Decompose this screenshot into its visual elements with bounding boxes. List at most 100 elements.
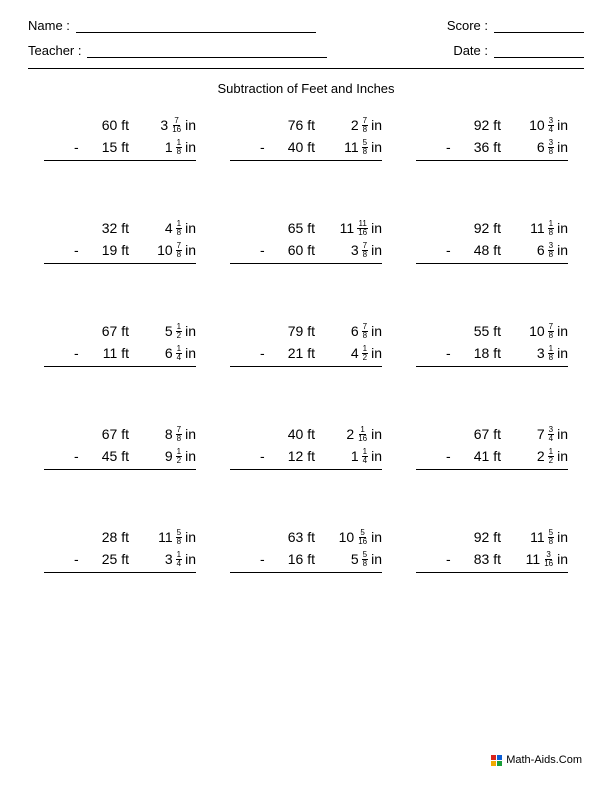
answer-line	[44, 366, 196, 367]
feet-value: 63 ft	[272, 529, 318, 545]
footer: Math-Aids.Com	[491, 754, 582, 766]
fraction: 18	[548, 220, 554, 237]
fraction: 78	[362, 117, 368, 134]
operator: -	[74, 551, 86, 567]
problem-row: -83 ft11316in	[416, 548, 568, 570]
score-label: Score :	[447, 18, 488, 33]
inches-value: 1118in	[504, 220, 568, 237]
inches-value: 1158in	[132, 529, 196, 546]
problem-row: 92 ft1118in	[416, 217, 568, 239]
inches-unit: in	[185, 529, 196, 545]
inches-unit: in	[557, 220, 568, 236]
fraction: 34	[548, 117, 554, 134]
feet-value: 19 ft	[86, 242, 132, 258]
problem-row: 40 ft2116in	[230, 423, 382, 445]
inches-whole: 7	[537, 426, 545, 442]
inches-unit: in	[557, 345, 568, 361]
fraction: 78	[362, 242, 368, 259]
feet-value: 28 ft	[86, 529, 132, 545]
inches-value: 278in	[318, 117, 382, 134]
denominator: 4	[176, 560, 182, 568]
inches-unit: in	[185, 242, 196, 258]
operator: -	[74, 139, 86, 155]
fraction: 12	[176, 448, 182, 465]
fraction: 78	[176, 242, 182, 259]
answer-line	[416, 366, 568, 367]
feet-value: 40 ft	[272, 426, 318, 442]
inches-unit: in	[185, 323, 196, 339]
feet-value: 48 ft	[458, 242, 504, 258]
inches-value: 10516in	[318, 529, 382, 546]
feet-value: 65 ft	[272, 220, 318, 236]
inches-whole: 3	[537, 345, 545, 361]
feet-value: 16 ft	[272, 551, 318, 567]
denominator: 4	[362, 457, 368, 465]
fraction: 14	[362, 448, 368, 465]
footer-text: Math-Aids.Com	[506, 754, 582, 766]
fraction: 12	[176, 323, 182, 340]
inches-whole: 11	[526, 551, 541, 567]
inches-whole: 11	[530, 220, 545, 236]
denominator: 16	[357, 538, 368, 546]
problem-row: -36 ft638in	[416, 136, 568, 158]
inches-whole: 10	[529, 117, 545, 133]
inches-unit: in	[371, 117, 382, 133]
answer-line	[230, 572, 382, 573]
inches-unit: in	[185, 551, 196, 567]
problem-row: -15 ft118in	[44, 136, 196, 158]
denominator: 8	[176, 538, 182, 546]
problem: 92 ft1118in-48 ft638in	[416, 217, 568, 264]
date-blank	[494, 44, 584, 58]
feet-value: 40 ft	[272, 139, 318, 155]
denominator: 2	[176, 332, 182, 340]
fraction: 18	[548, 345, 554, 362]
feet-value: 41 ft	[458, 448, 504, 464]
operator: -	[74, 242, 86, 258]
denominator: 16	[357, 229, 368, 237]
feet-value: 11 ft	[86, 345, 132, 361]
inches-value: 1078in	[504, 323, 568, 340]
inches-unit: in	[185, 220, 196, 236]
inches-whole: 3	[351, 242, 359, 258]
feet-value: 76 ft	[272, 117, 318, 133]
denominator: 2	[176, 457, 182, 465]
problem-row: -45 ft912in	[44, 445, 196, 467]
fraction: 12	[548, 448, 554, 465]
feet-value: 32 ft	[86, 220, 132, 236]
feet-value: 36 ft	[458, 139, 504, 155]
problem-grid: 60 ft3716in-15 ft118in76 ft278in-40 ft11…	[0, 114, 612, 573]
operator: -	[446, 139, 458, 155]
problem: 60 ft3716in-15 ft118in	[44, 114, 196, 161]
operator: -	[446, 242, 458, 258]
inches-unit: in	[371, 448, 382, 464]
inches-unit: in	[557, 117, 568, 133]
answer-line	[44, 572, 196, 573]
fraction: 516	[357, 529, 368, 546]
problem: 28 ft1158in-25 ft314in	[44, 526, 196, 573]
inches-value: 1158in	[504, 529, 568, 546]
problem: 92 ft1034in-36 ft638in	[416, 114, 568, 161]
problem-row: -12 ft114in	[230, 445, 382, 467]
date-field: Date :	[453, 43, 584, 58]
fraction: 14	[176, 345, 182, 362]
inches-unit: in	[557, 551, 568, 567]
feet-value: 21 ft	[272, 345, 318, 361]
score-blank	[494, 19, 584, 33]
inches-whole: 1	[351, 448, 359, 464]
answer-line	[416, 263, 568, 264]
denominator: 8	[548, 332, 554, 340]
feet-value: 79 ft	[272, 323, 318, 339]
inches-unit: in	[557, 242, 568, 258]
fraction: 58	[548, 529, 554, 546]
problem-row: -18 ft318in	[416, 342, 568, 364]
inches-unit: in	[371, 220, 382, 236]
answer-line	[44, 160, 196, 161]
inches-whole: 4	[165, 220, 173, 236]
inches-unit: in	[557, 139, 568, 155]
problem-row: -40 ft1158in	[230, 136, 382, 158]
inches-value: 3716in	[132, 117, 196, 134]
inches-whole: 6	[165, 345, 173, 361]
fraction: 38	[548, 139, 554, 156]
denominator: 8	[176, 251, 182, 259]
fraction: 116	[357, 426, 368, 443]
